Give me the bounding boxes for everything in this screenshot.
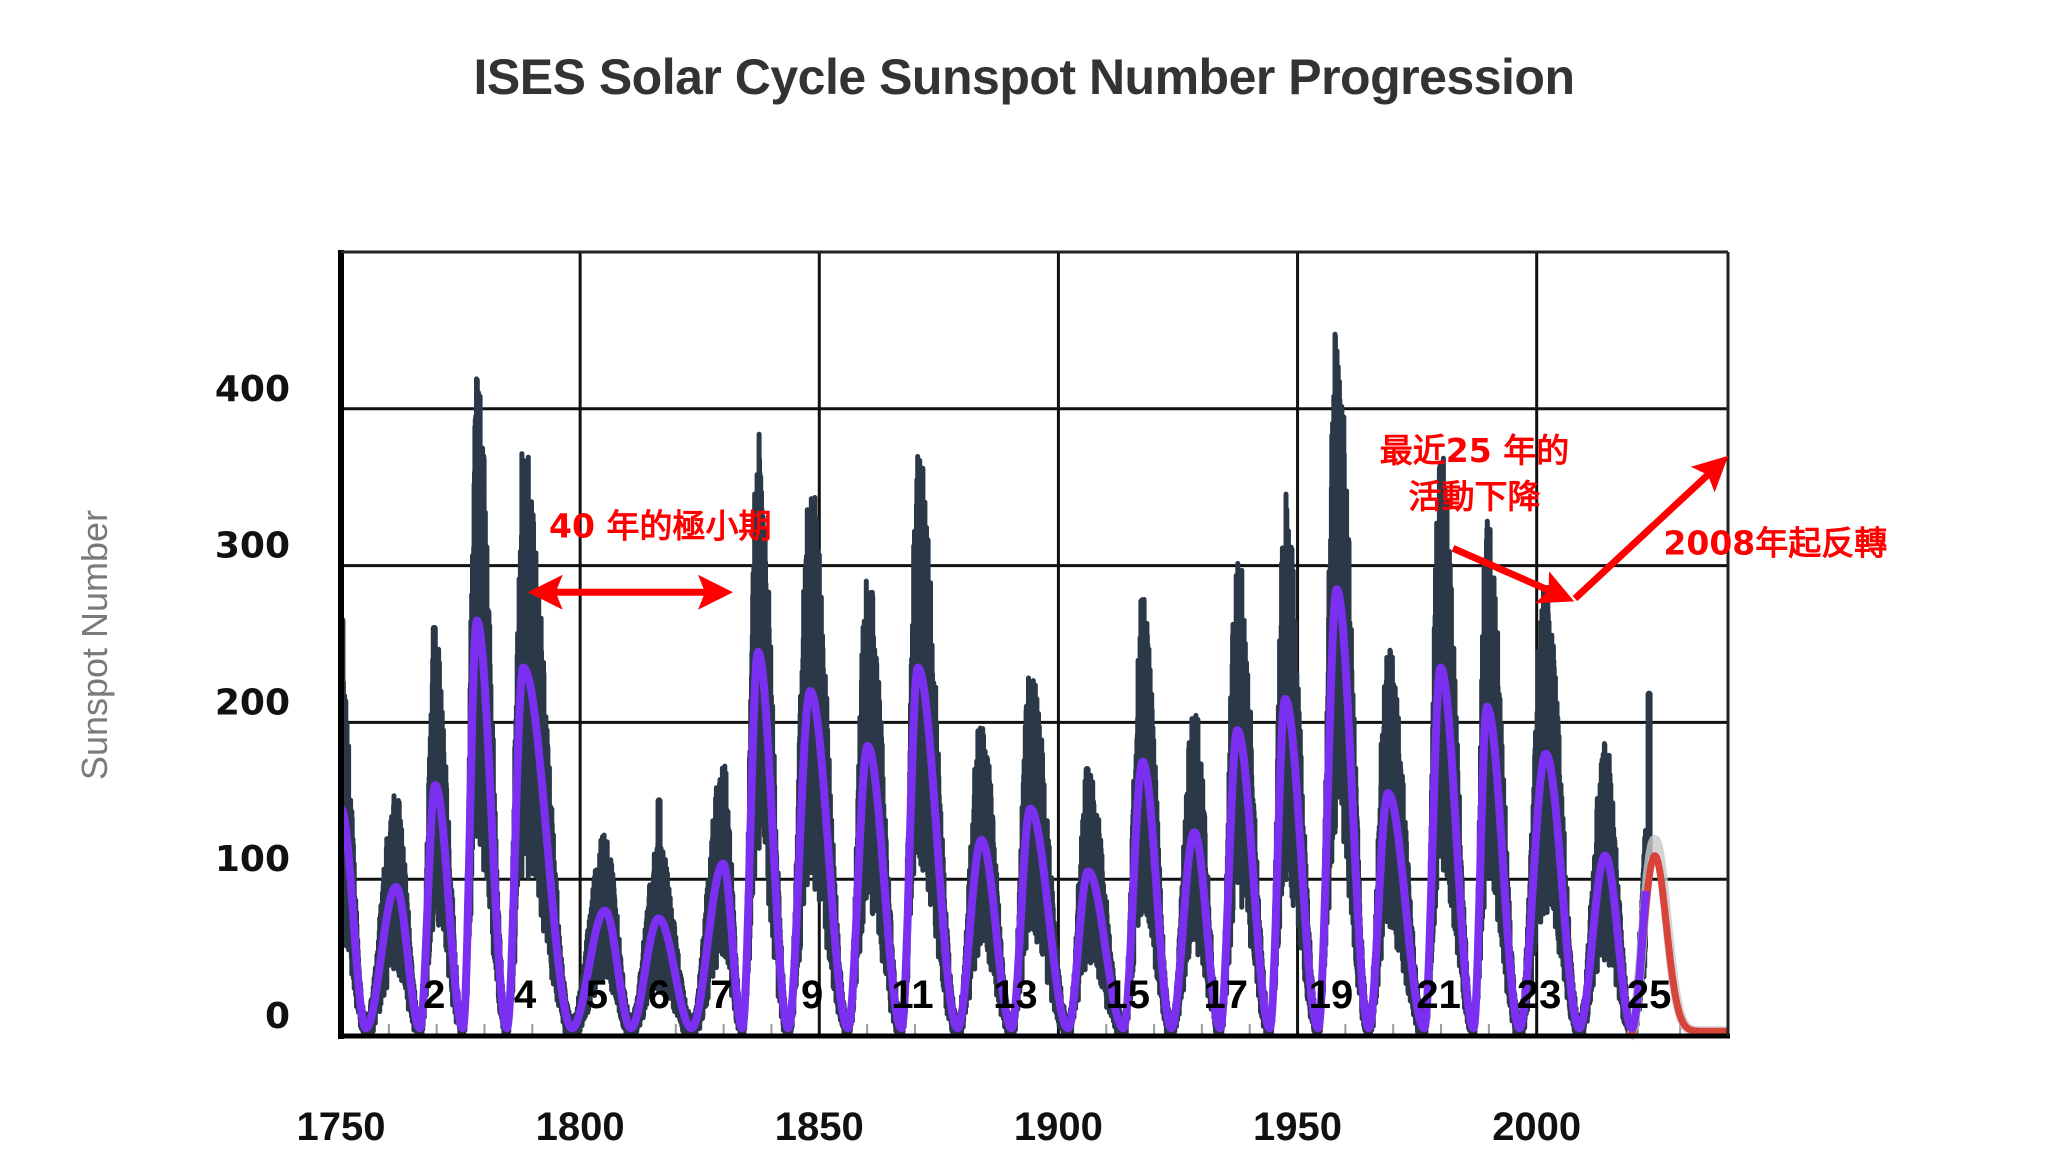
cycle-label: 23 (1517, 973, 1562, 1017)
cycle-label: 13 (993, 973, 1038, 1017)
cycle-label: 4 (514, 973, 537, 1017)
chart-title: ISES Solar Cycle Sunspot Number Progress… (473, 49, 1575, 105)
plot-frame (338, 250, 1730, 1039)
annotation-maunder-like-minimum: 40 年的極小期 (549, 506, 771, 545)
cycle-labels: 2 4 5 6 7 9 11 13 15 17 19 21 23 25 (423, 973, 1671, 1017)
y-tick-label: 100 (215, 839, 290, 880)
y-tick-label: 0 (265, 996, 290, 1037)
x-tick-label: 1900 (1014, 1105, 1103, 1149)
annotation-recent-decline-line: 活動下降 (1409, 477, 1542, 516)
cycle-label: 2 (423, 973, 445, 1017)
annotation-arrow-recent-decline (1451, 545, 1575, 604)
y-tick-labels: 0 100 200 300 400 (215, 369, 290, 1037)
series-smoothed (337, 585, 1650, 1033)
cycle-label: 21 (1416, 973, 1461, 1017)
cycle-label: 9 (801, 973, 823, 1017)
x-tick-labels: 1750 1800 1850 1900 1950 2000 (297, 1105, 1582, 1149)
cycle-label: 15 (1106, 973, 1151, 1017)
x-tick-label: 1750 (297, 1105, 386, 1149)
annotation-arrow-reversal-2008 (1572, 455, 1729, 602)
cycle-label: 5 (586, 973, 608, 1017)
cycle-label: 17 (1204, 973, 1249, 1017)
x-tick-label: 1850 (775, 1105, 864, 1149)
y-tick-label: 300 (215, 526, 290, 567)
x-tick-label: 1950 (1253, 1105, 1342, 1149)
x-tick-label: 1800 (536, 1105, 625, 1149)
y-tick-label: 200 (215, 682, 290, 723)
cycle-label: 11 (891, 973, 933, 1017)
cycle-label: 6 (648, 973, 670, 1017)
annotation-reversal-2008: 2008年起反轉 (1663, 524, 1887, 563)
cycle-label: 25 (1627, 973, 1672, 1017)
x-tick-label: 2000 (1492, 1105, 1581, 1149)
cycle-label: 7 (710, 973, 732, 1017)
cycle-label: 19 (1309, 973, 1354, 1017)
smoothed-line (337, 585, 1650, 1033)
y-tick-label: 400 (215, 369, 290, 410)
annotation-recent-decline-line: 最近25 年的 (1380, 431, 1569, 470)
